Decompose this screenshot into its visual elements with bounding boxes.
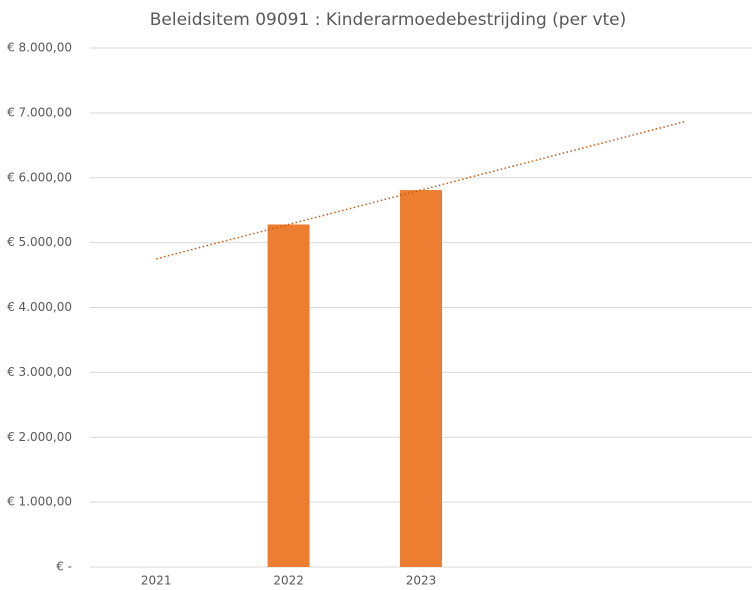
bar (267, 224, 310, 567)
y-tick-label: € - (56, 560, 72, 574)
x-tick-label: 2022 (273, 574, 304, 588)
chart-title: Beleidsitem 09091 : Kinderarmoedebestrij… (150, 10, 627, 30)
y-tick-label: € 4.000,00 (7, 300, 72, 314)
y-tick-label: € 5.000,00 (7, 235, 72, 249)
x-tick-label: 2023 (406, 574, 437, 588)
y-tick-label: € 6.000,00 (7, 170, 72, 184)
x-tick-label: 2021 (141, 574, 172, 588)
y-tick-label: € 7.000,00 (7, 105, 72, 119)
y-tick-label: € 3.000,00 (7, 365, 72, 379)
bar (400, 190, 442, 568)
y-tick-label: € 1.000,00 (7, 495, 72, 509)
y-tick-label: € 8.000,00 (7, 41, 72, 55)
y-tick-label: € 2.000,00 (7, 430, 72, 444)
